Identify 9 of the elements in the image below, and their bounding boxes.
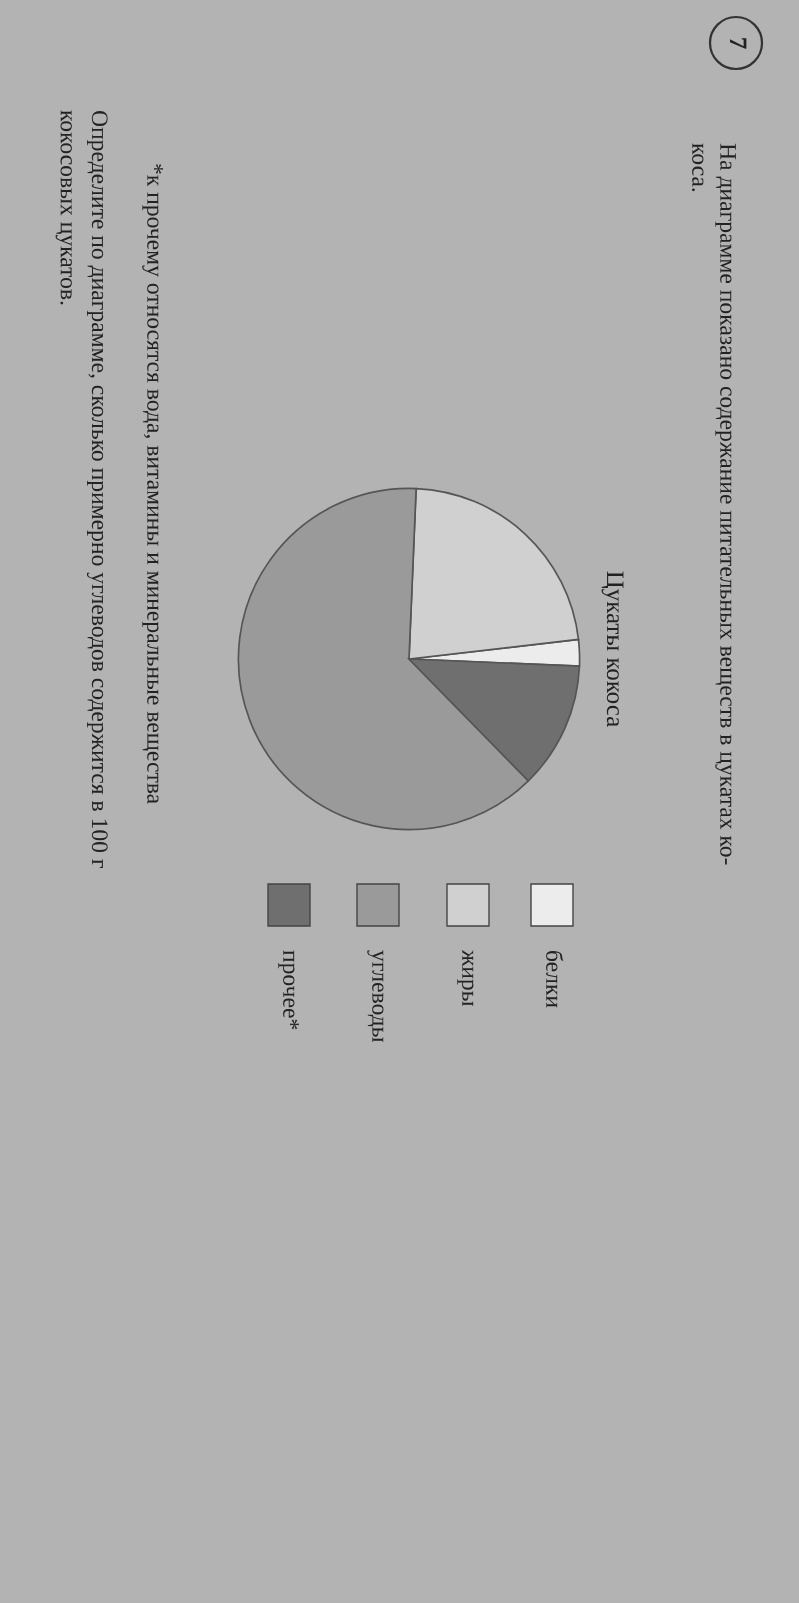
text: Определите по диаграмме, сколько примерно углеводов содержится в 100 г кокосовых цукатов. xyxy=(55,110,108,868)
text: *к прочему относятся вода, витамины и минеральные вещества xyxy=(142,164,163,804)
legend-label: углеводы xyxy=(367,950,384,1042)
legend-label: белки xyxy=(546,951,564,1008)
text: Цукаты кокоса xyxy=(601,571,624,727)
text: 7 xyxy=(729,38,747,49)
legend-label: жиры xyxy=(457,949,474,1007)
text: На диаграмме показано содержание питательных веществ в цукатах ко- коса. xyxy=(692,143,736,865)
legend-label: прочее* xyxy=(278,950,299,1030)
